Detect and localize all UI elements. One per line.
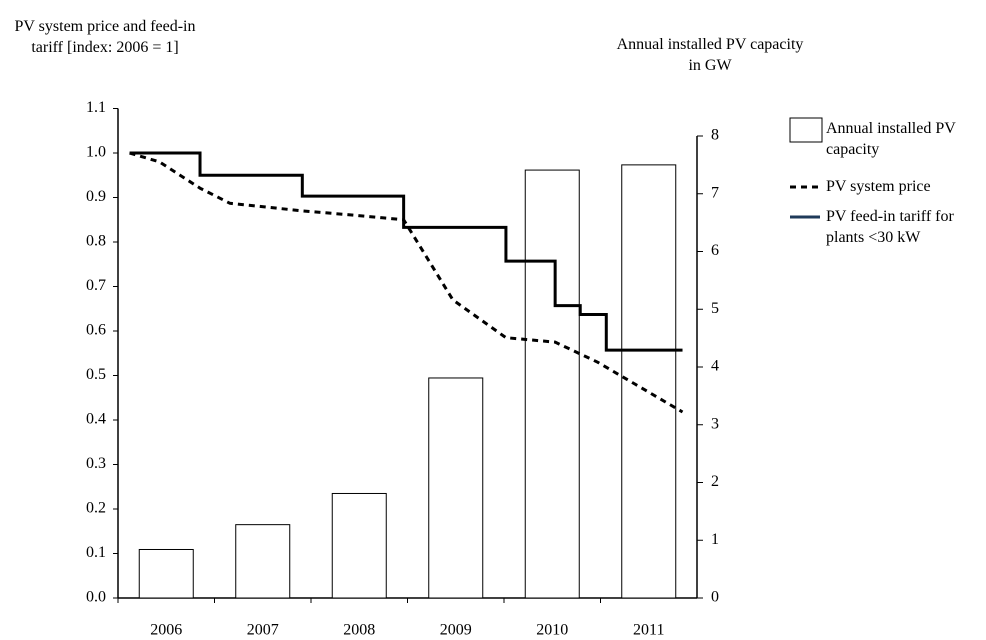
y2-tick-label: 8 [711,127,719,144]
y2-tick-label: 2 [711,473,719,490]
bar [621,164,677,599]
y2-tick-label: 6 [711,242,719,259]
y-tick-label: 0.3 [86,455,106,472]
legend-label: Annual installed PV capacity [826,120,956,158]
y-tick-label: 0.6 [86,322,106,339]
x-tick-label: 2008 [343,622,375,639]
y-tick-label: 0.0 [86,589,106,606]
y-tick-label: 1.1 [86,99,106,116]
bar [235,524,291,599]
x-tick-label: 2011 [633,622,664,639]
y2-tick-label: 1 [711,531,719,548]
y2-tick-label: 3 [711,415,719,432]
y-tick-label: 1.0 [86,144,106,161]
y-tick-label: 0.5 [86,366,106,383]
legend-swatch [789,117,823,143]
legend-label: PV feed-in tariff for plants <30 kW [826,208,954,246]
y2-tick-label: 4 [711,358,719,375]
y2-tick-label: 5 [711,300,719,317]
y-tick-label: 0.2 [86,500,106,517]
legend-label: PV system price [826,178,931,195]
tariff-line [129,151,683,352]
y2-tick-label: 0 [711,589,719,606]
y-tick-label: 0.9 [86,188,106,205]
price-line [129,151,684,414]
bar [524,169,580,599]
y-tick-label: 0.7 [86,277,106,294]
bar [331,492,387,599]
x-tick-label: 2006 [150,622,182,639]
y-tick-label: 0.4 [86,411,106,428]
bar [138,548,194,599]
y-tick-label: 0.8 [86,233,106,250]
y-tick-label: 0.1 [86,544,106,561]
y-axis-title: PV system price and feed-in tariff [inde… [14,18,196,56]
bar [428,377,484,599]
y2-tick-label: 7 [711,184,719,201]
x-tick-label: 2009 [440,622,472,639]
x-tick-label: 2010 [536,622,568,639]
x-tick-label: 2007 [247,622,279,639]
y2-axis-title: Annual installed PV capacity in GW [616,36,804,74]
